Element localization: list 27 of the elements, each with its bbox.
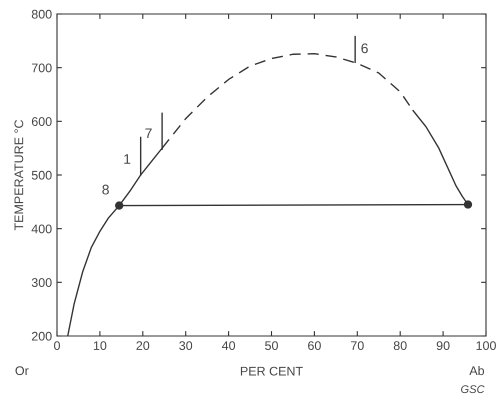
x-tick-label: 70 xyxy=(350,341,364,350)
x-tick-label: 40 xyxy=(222,341,236,350)
x-tick-label: 30 xyxy=(179,341,192,350)
x-tick-label: 80 xyxy=(394,341,407,350)
x-tick-label: 0 xyxy=(54,341,60,350)
y-tick-label: 500 xyxy=(32,170,52,180)
y-axis-title: TEMPERATURE °C xyxy=(14,120,24,230)
y-tick-label: 400 xyxy=(32,224,52,234)
y-tick-label: 600 xyxy=(32,117,52,126)
x-tick-label: 90 xyxy=(436,341,450,350)
annotation: 1 xyxy=(124,154,130,164)
annotation: 6 xyxy=(361,43,368,54)
x-axis-title: PER CENT xyxy=(240,366,303,376)
y-tick-label: 800 xyxy=(32,10,52,19)
y-tick-label: 700 xyxy=(32,63,52,72)
x-tick-label: 10 xyxy=(94,341,106,350)
annotation: 7 xyxy=(145,128,152,138)
text: GSC xyxy=(461,385,485,394)
x-tick-label: 20 xyxy=(136,341,150,350)
annotation: 8 xyxy=(102,184,109,195)
y-tick-label: 200 xyxy=(32,332,52,341)
x-tick-label: 100 xyxy=(476,341,496,350)
y-tick-label: 300 xyxy=(32,278,52,287)
text: Or xyxy=(16,366,29,376)
x-tick-label: 50 xyxy=(265,341,278,350)
text: Ab xyxy=(469,366,484,376)
x-tick-label: 60 xyxy=(308,341,321,350)
